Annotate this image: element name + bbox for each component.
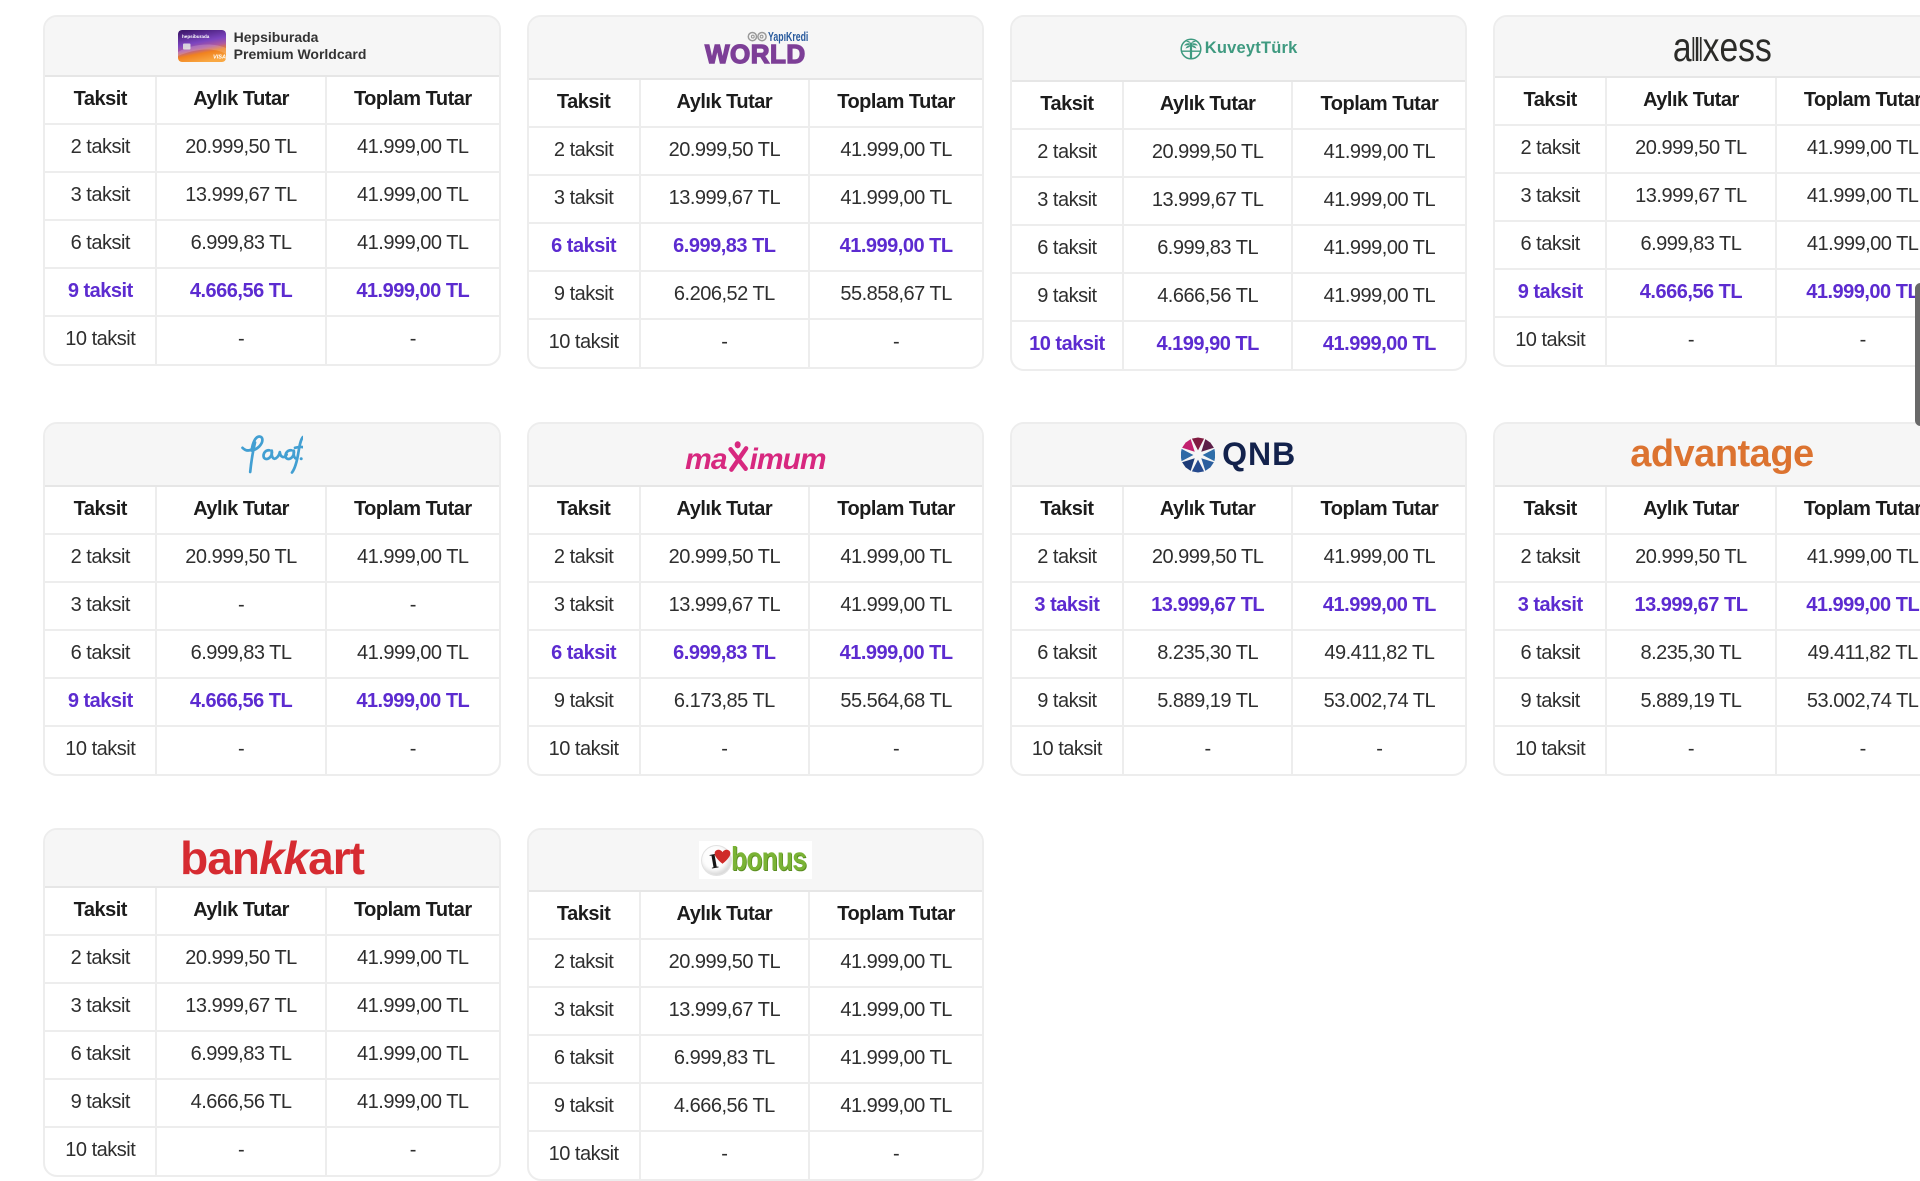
svg-text:hepsiburada: hepsiburada bbox=[182, 34, 210, 39]
svg-text:VISA: VISA bbox=[213, 55, 226, 61]
